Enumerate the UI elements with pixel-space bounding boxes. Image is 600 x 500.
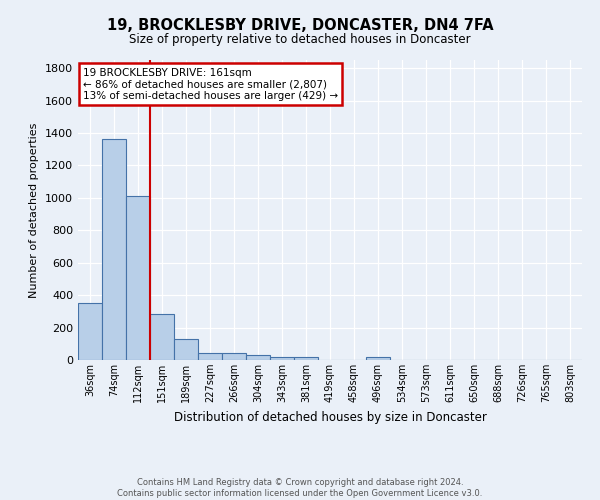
Bar	[270, 357, 294, 360]
Text: Size of property relative to detached houses in Doncaster: Size of property relative to detached ho…	[129, 32, 471, 46]
Bar	[150, 314, 174, 360]
Text: 19 BROCKLESBY DRIVE: 161sqm
← 86% of detached houses are smaller (2,807)
13% of : 19 BROCKLESBY DRIVE: 161sqm ← 86% of det…	[83, 68, 338, 100]
Bar	[126, 196, 150, 360]
Bar	[222, 353, 246, 360]
Bar	[198, 353, 222, 360]
Bar	[102, 140, 126, 360]
Bar	[246, 355, 270, 360]
Bar	[78, 303, 102, 360]
Bar	[174, 339, 198, 360]
Bar	[366, 357, 390, 360]
Text: Contains HM Land Registry data © Crown copyright and database right 2024.
Contai: Contains HM Land Registry data © Crown c…	[118, 478, 482, 498]
Text: 19, BROCKLESBY DRIVE, DONCASTER, DN4 7FA: 19, BROCKLESBY DRIVE, DONCASTER, DN4 7FA	[107, 18, 493, 32]
Y-axis label: Number of detached properties: Number of detached properties	[29, 122, 40, 298]
Bar	[294, 357, 318, 360]
X-axis label: Distribution of detached houses by size in Doncaster: Distribution of detached houses by size …	[173, 410, 487, 424]
